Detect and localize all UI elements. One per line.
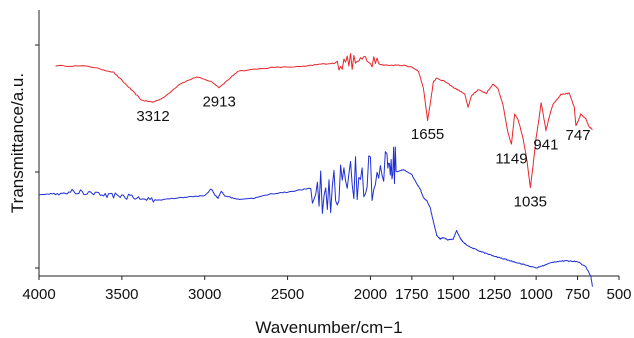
- x-tick-label: 500: [606, 286, 631, 303]
- peak-annotations: 3312 2913 1655 1149 941 747 1035: [136, 93, 590, 210]
- axes: [38, 10, 619, 277]
- x-axis-label: Wavenumber/cm−1: [255, 318, 402, 337]
- x-tick-label: 3500: [105, 286, 138, 303]
- peak-label: 3312: [136, 108, 169, 125]
- series-layer: [38, 53, 593, 287]
- peak-label: 1149: [495, 151, 527, 168]
- peak-label: 941: [533, 137, 558, 154]
- x-tick-label: 2500: [271, 286, 304, 303]
- x-tick-label: 750: [565, 286, 590, 303]
- x-tick-label: 1500: [437, 286, 470, 303]
- x-tick-label: 3000: [188, 286, 221, 303]
- x-ticks: 4000 3500 3000 2500 2000 1750 1500 1250 1000 750 5…: [22, 44, 632, 303]
- peak-label: 1035: [514, 194, 547, 211]
- peak-label: 1655: [411, 126, 444, 143]
- x-tick-label: 1750: [395, 286, 428, 303]
- x-tick-label: 1000: [519, 286, 552, 303]
- y-axis-label: Transmittance/a.u.: [8, 73, 27, 213]
- x-tick-label: 1250: [478, 286, 511, 303]
- series-line-2: [38, 146, 593, 287]
- series-line-1: [55, 53, 593, 189]
- x-tick-label: 2000: [354, 286, 387, 303]
- x-tick-label: 4000: [22, 286, 55, 303]
- peak-label: 2913: [202, 93, 235, 110]
- peak-label: 747: [566, 127, 591, 144]
